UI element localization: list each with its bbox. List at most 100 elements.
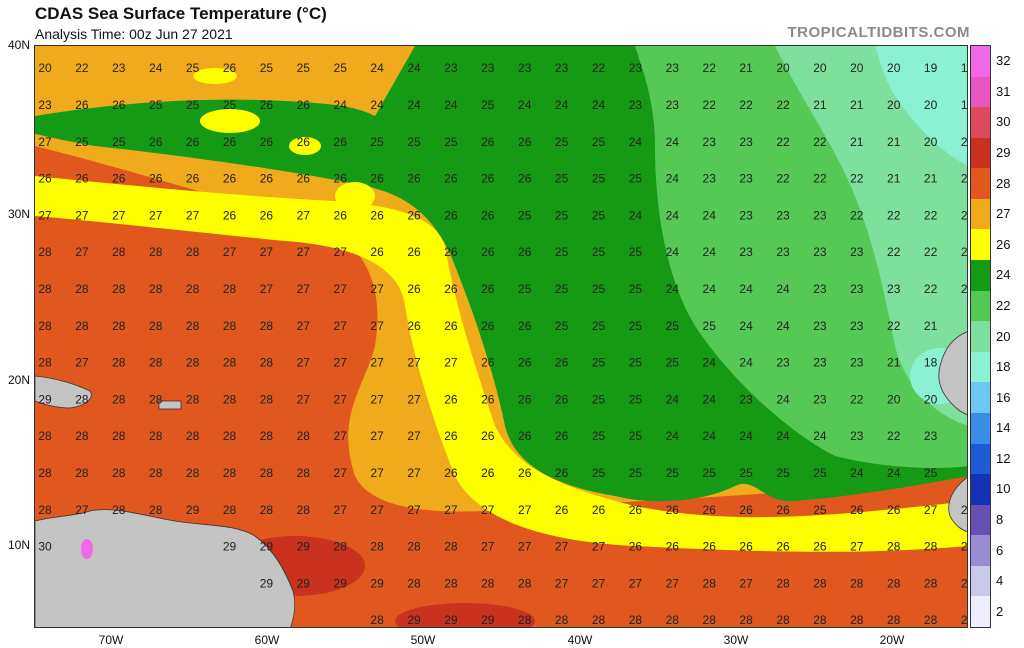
sst-value: 24: [666, 429, 680, 443]
sst-value: 25: [703, 319, 717, 333]
colorbar-tick-label: 14: [996, 420, 1011, 436]
sst-value: 28: [38, 282, 52, 296]
sst-value: 27: [370, 466, 384, 480]
sst-value: 26: [407, 319, 421, 333]
sst-value: 23: [739, 208, 753, 222]
sst-value: 20: [887, 61, 901, 75]
sst-value: 25: [444, 135, 458, 149]
sst-value: 27: [924, 503, 938, 517]
sst-value: 27: [592, 576, 606, 590]
sst-value: 26: [260, 208, 274, 222]
sst-value: 23: [850, 282, 864, 296]
sst-value: 21: [887, 356, 901, 370]
colorbar-segment: [971, 229, 990, 261]
sst-value: 26: [739, 540, 753, 554]
sst-value: 20: [961, 172, 968, 186]
sst-value: 22: [813, 172, 827, 186]
sst-value: 20: [38, 61, 52, 75]
sst-value: 28: [38, 429, 52, 443]
colorbar-tick-label: 31: [996, 83, 1011, 99]
sst-value: 22: [703, 98, 717, 112]
sst-value: 20: [887, 392, 901, 406]
sst-value: 28: [407, 540, 421, 554]
sst-value: 20: [924, 392, 938, 406]
sst-value: 28: [186, 282, 200, 296]
sst-value: 27: [223, 245, 237, 259]
sst-value: 24: [776, 392, 790, 406]
sst-value: 26: [38, 172, 52, 186]
sst-value: 28: [186, 429, 200, 443]
sst-value: 25: [592, 319, 606, 333]
sst-value: 23: [703, 135, 717, 149]
sst-value: 27: [112, 208, 126, 222]
sst-value: 28: [334, 540, 348, 554]
sst-value: 20: [813, 61, 827, 75]
sst-value: 18: [961, 61, 968, 75]
sst-value: 27: [444, 503, 458, 517]
sst-value: 26: [555, 429, 569, 443]
sst-value: 22: [924, 282, 938, 296]
sst-value: 23: [813, 356, 827, 370]
sst-value: 18: [924, 356, 938, 370]
sst-value: 21: [961, 208, 968, 222]
colorbar-tick-label: 8: [996, 511, 1004, 527]
sst-value: 25: [518, 282, 532, 296]
sst-value: 27: [481, 503, 495, 517]
colorbar-segment: [971, 443, 990, 475]
sst-value: 28: [703, 613, 717, 627]
colorbar-segment: [971, 412, 990, 445]
sst-value: 26: [370, 245, 384, 259]
sst-value: 27: [75, 356, 89, 370]
sst-value: 24: [666, 208, 680, 222]
sst-zone-18: [875, 46, 967, 166]
sst-value: 23: [444, 61, 458, 75]
sst-value: 25: [334, 61, 348, 75]
sst-value: 27: [297, 319, 311, 333]
sst-value: 26: [223, 61, 237, 75]
lon-label-50w: 50W: [410, 633, 436, 647]
sst-value: 26: [186, 135, 200, 149]
sst-value: 26: [444, 392, 458, 406]
sst-value: 26: [75, 98, 89, 112]
sst-value: 25: [703, 466, 717, 480]
sst-value: 20: [776, 61, 790, 75]
sst-value: 26: [850, 503, 864, 517]
colorbar-segment: [971, 46, 990, 78]
sst-value: 27: [370, 282, 384, 296]
sst-value: 21: [924, 172, 938, 186]
sst-map: 20 22 23 24 25 26 25 25 25 24 24 23 23 23 23 22 23 23 22 21…: [34, 45, 968, 628]
sst-value: 23: [629, 61, 643, 75]
sst-value: 24: [776, 429, 790, 443]
sst-value: 27: [518, 540, 532, 554]
sst-value: 23: [666, 98, 680, 112]
sst-value: 23: [850, 356, 864, 370]
sst-value: 27: [297, 282, 311, 296]
land-south-america: [35, 509, 296, 627]
sst-value: 26: [555, 466, 569, 480]
sst-value: 23: [739, 392, 753, 406]
sst-value: 24: [666, 135, 680, 149]
sst-value: 25: [629, 429, 643, 443]
sst-value: 27: [370, 503, 384, 517]
sst-value: 26: [703, 540, 717, 554]
sst-value: 23: [813, 282, 827, 296]
sst-value: 24: [739, 319, 753, 333]
sst-value: 26: [592, 503, 606, 517]
sst-value: 27: [481, 540, 495, 554]
colorbar-tick-label: 30: [996, 114, 1011, 130]
lon-label-30w: 30W: [723, 633, 749, 647]
sst-value: 26: [481, 356, 495, 370]
colorbar-segment: [971, 321, 990, 353]
sst-value: 26: [444, 282, 458, 296]
sst-value: 21: [850, 98, 864, 112]
site-credit: TROPICALTIDBITS.COM: [787, 24, 970, 41]
analysis-time: Analysis Time: 00z Jun 27 2021: [35, 26, 233, 42]
sst-value: 27: [186, 208, 200, 222]
sst-value: 29: [186, 503, 200, 517]
sst-value: 28: [924, 613, 938, 627]
sst-value: 25: [592, 392, 606, 406]
sst-value: 26: [481, 392, 495, 406]
sst-value: 23: [776, 356, 790, 370]
sst-value: 22: [850, 172, 864, 186]
sst-value: 27: [334, 466, 348, 480]
